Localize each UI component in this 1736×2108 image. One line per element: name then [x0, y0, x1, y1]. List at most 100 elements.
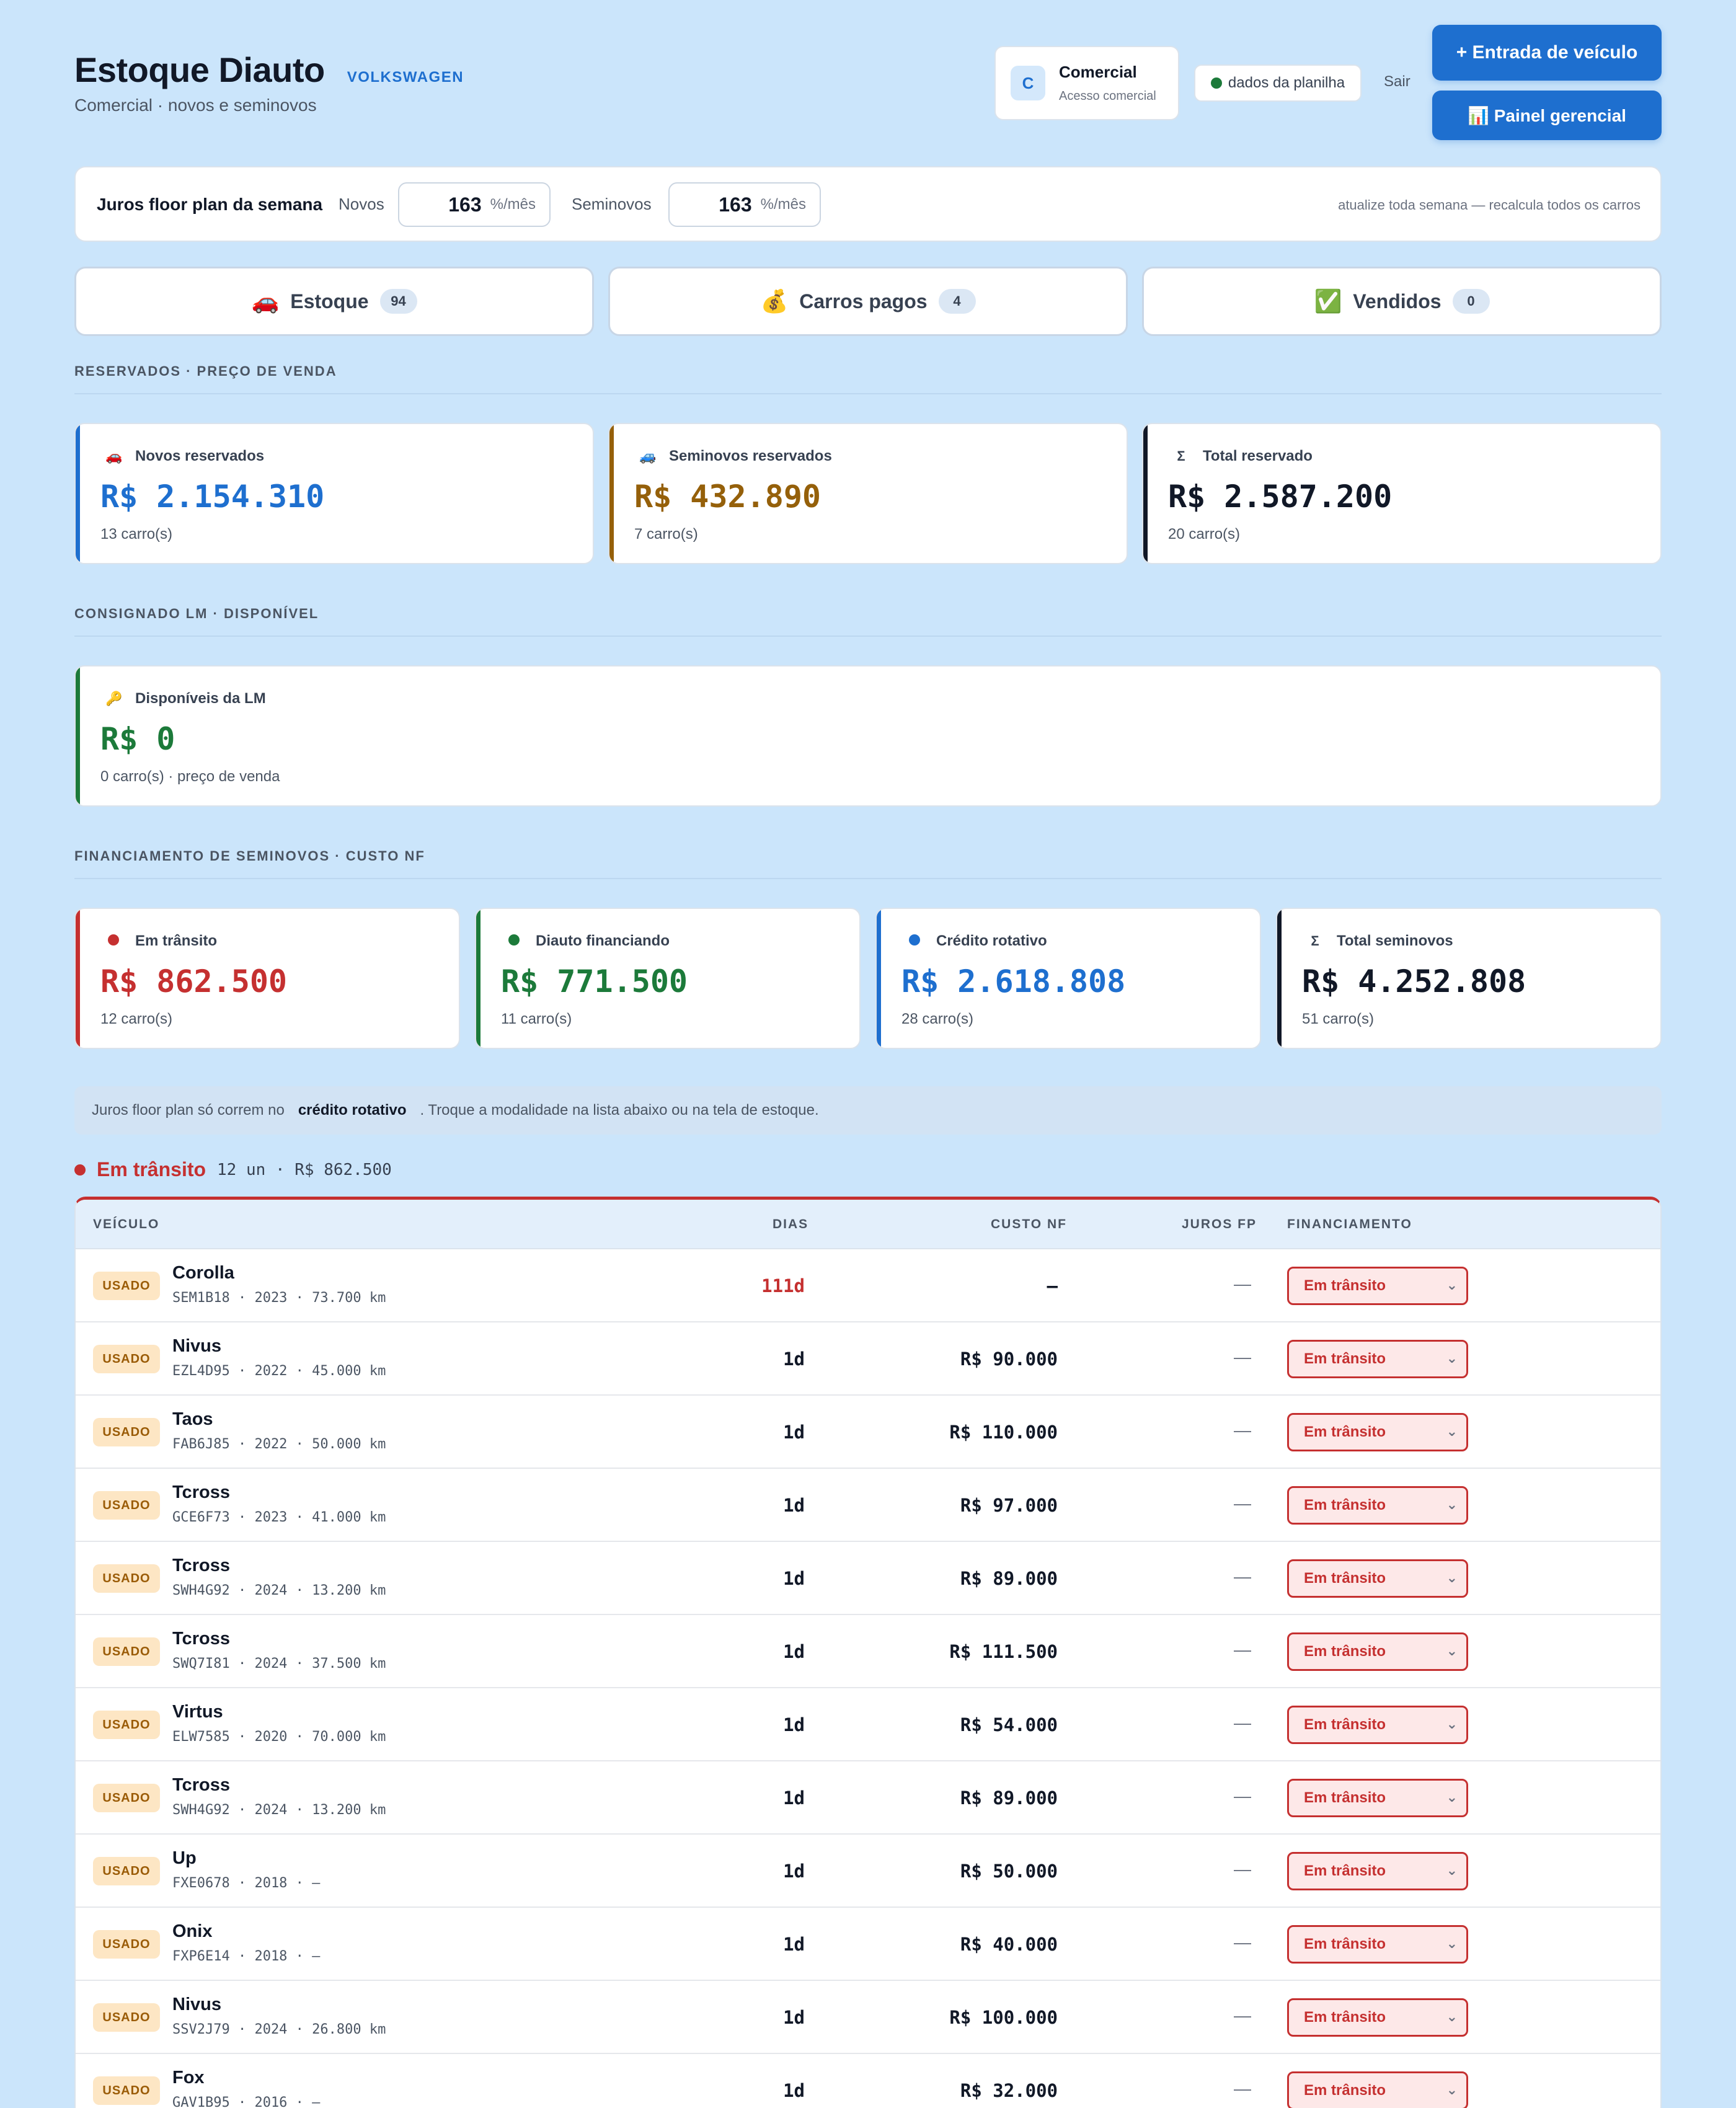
days-cell: 1d [783, 1641, 805, 1662]
table-row[interactable]: USADO Tcross SWH4G92 · 2024 · 13.200 km 1d R… [76, 1542, 1660, 1615]
table-row[interactable]: USADO Tcross SWH4G92 · 2024 · 13.200 km 1d R… [76, 1761, 1660, 1835]
chevron-down-icon: ⌄ [1446, 1497, 1458, 1512]
table-row[interactable]: USADO Nivus EZL4D95 · 2022 · 45.000 km 1d R$… [76, 1322, 1660, 1396]
card-lm-available: 🔑 Disponíveis da LM R$ 0 0 carro(s) · pre… [74, 665, 1662, 807]
fp-interest-cell: — [1234, 1859, 1251, 1879]
key-icon: 🔑 [105, 691, 123, 706]
chevron-down-icon: ⌄ [1446, 1936, 1458, 1951]
column-header: DIAS [773, 1217, 809, 1231]
car-info: FAB6J85 · 2022 · 50.000 km [172, 1437, 386, 1452]
new-rate-input[interactable]: 163 %/mês [398, 182, 551, 227]
chevron-down-icon: ⌄ [1446, 1789, 1458, 1805]
section-title-financing: FINANCIAMENTO DE SEMINOVOS · CUSTO NF [74, 848, 1662, 879]
car-info: GAV1B95 · 2016 · — [172, 2095, 321, 2108]
car-info: FXE0678 · 2018 · — [172, 1876, 321, 1891]
days-cell: 1d [783, 1348, 805, 1370]
chevron-down-icon: ⌄ [1446, 2082, 1458, 2097]
financing-select[interactable]: Em trânsito ⌄ [1287, 1925, 1468, 1964]
sheet-status-pill[interactable]: dados da planilha [1194, 64, 1362, 102]
table-row[interactable]: USADO Taos FAB6J85 · 2022 · 50.000 km 1d R$ … [76, 1396, 1660, 1469]
user-card[interactable]: C Comercial Acesso comercial [994, 46, 1179, 120]
fp-interest-cell: — [1234, 2079, 1251, 2098]
financing-select[interactable]: Em trânsito ⌄ [1287, 1779, 1468, 1817]
car-model: Virtus [172, 1702, 223, 1722]
card-value: R$ 432.890 [634, 479, 822, 515]
tab-count-badge: 0 [1452, 289, 1490, 314]
tab-count-badge: 94 [379, 289, 417, 314]
column-header: JUROS FP [1182, 1217, 1257, 1231]
table-row[interactable]: USADO Tcross GCE6F73 · 2023 · 41.000 km 1d R… [76, 1469, 1660, 1542]
management-panel-button[interactable]: 📊 Painel gerencial [1432, 91, 1662, 140]
table-row[interactable]: USADO Fox GAV1B95 · 2016 · — 1d R$ 32.000 — Em… [76, 2054, 1660, 2108]
days-cell: 1d [783, 1422, 805, 1443]
blue-dot-icon [909, 934, 920, 946]
financing-select[interactable]: Em trânsito ⌄ [1287, 1340, 1468, 1378]
logout-link[interactable]: Sair [1384, 73, 1410, 90]
days-cell: 111d [761, 1275, 805, 1296]
car-model: Tcross [172, 1629, 230, 1649]
fp-interest-cell: — [1234, 1640, 1251, 1659]
cost-nf-cell: R$ 89.000 [960, 1568, 1058, 1589]
table-row[interactable]: USADO Corolla SEM1B18 · 2023 · 73.700 km 11… [76, 1249, 1660, 1322]
user-role: Acesso comercial [1059, 89, 1156, 103]
tab-estoque[interactable]: 🚗 Estoque 94 [74, 267, 594, 336]
used-rate-input[interactable]: 163 %/mês [668, 182, 821, 227]
table-row[interactable]: USADO Tcross SWQ7I81 · 2024 · 37.500 km 1d R… [76, 1615, 1660, 1688]
card-label: Total seminovos [1337, 932, 1453, 949]
financing-select[interactable]: Em trânsito ⌄ [1287, 1852, 1468, 1890]
card-label: Disponíveis da LM [135, 690, 266, 707]
tab-carros-pagos[interactable]: 💰 Carros pagos 4 [608, 267, 1128, 336]
new-rate-unit: %/mês [490, 196, 536, 213]
financing-select-value: Em trânsito [1304, 2009, 1386, 2026]
cost-nf-cell: — [1047, 1275, 1058, 1296]
card-sub: 7 carro(s) [634, 526, 698, 542]
card-value: R$ 2.154.310 [100, 479, 325, 515]
tab-label: Estoque [290, 290, 369, 312]
car-info: EZL4D95 · 2022 · 45.000 km [172, 1363, 386, 1379]
avatar: C [1011, 66, 1045, 100]
used-badge: USADO [93, 1637, 160, 1666]
status-dot-icon [1210, 78, 1222, 89]
financing-select-value: Em trânsito [1304, 1643, 1386, 1660]
financing-select[interactable]: Em trânsito ⌄ [1287, 1632, 1468, 1671]
table-row[interactable]: USADO Onix FXP6E14 · 2018 · — 1d R$ 40.000 — E… [76, 1908, 1660, 1981]
card-sub: 20 carro(s) [1168, 526, 1241, 542]
financing-select[interactable]: Em trânsito ⌄ [1287, 1559, 1468, 1598]
vehicle-entry-button[interactable]: + Entrada de veículo [1432, 25, 1662, 81]
card-accent [1143, 424, 1148, 563]
financing-select[interactable]: Em trânsito ⌄ [1287, 1486, 1468, 1525]
financing-select[interactable]: Em trânsito ⌄ [1287, 2071, 1468, 2108]
card-value: R$ 2.587.200 [1168, 479, 1393, 515]
table-row[interactable]: USADO Up FXE0678 · 2018 · — 1d R$ 50.000 — Em … [76, 1835, 1660, 1908]
financing-select[interactable]: Em trânsito ⌄ [1287, 1413, 1468, 1451]
cost-nf-cell: R$ 32.000 [960, 2080, 1058, 2101]
card-new-reserved: 🚗 Novos reservados R$ 2.154.310 13 carro(… [74, 423, 594, 564]
card-sub: 51 carro(s) [1302, 1011, 1375, 1027]
card-in-transit[interactable]: Em trânsito R$ 862.500 12 carro(s) [74, 908, 460, 1049]
car-model: Tcross [172, 1556, 230, 1575]
car-model: Onix [172, 1921, 213, 1941]
card-used-reserved: 🚙 Seminovos reservados R$ 432.890 7 carro… [608, 423, 1128, 564]
card-label: Em trânsito [135, 932, 218, 949]
card-diauto-financing[interactable]: Diauto financiando R$ 771.500 11 carro(s… [475, 908, 861, 1049]
used-badge: USADO [93, 1784, 160, 1812]
financing-select-value: Em trânsito [1304, 1424, 1386, 1440]
chevron-down-icon: ⌄ [1446, 1862, 1458, 1878]
fp-interest-cell: — [1234, 1420, 1251, 1440]
table-row[interactable]: USADO Nivus SSV2J79 · 2024 · 26.800 km 1d R$… [76, 1981, 1660, 2054]
car-model: Tcross [172, 1775, 230, 1795]
financing-select-value: Em trânsito [1304, 1936, 1386, 1952]
note-bold: crédito rotativo [298, 1102, 407, 1118]
financing-select[interactable]: Em trânsito ⌄ [1287, 1998, 1468, 2037]
tab-vendidos[interactable]: ✅ Vendidos 0 [1142, 267, 1662, 336]
fp-interest-cell: — [1234, 1494, 1251, 1513]
financing-select-value: Em trânsito [1304, 1497, 1386, 1513]
table-row[interactable]: USADO Virtus ELW7585 · 2020 · 70.000 km 1d R… [76, 1688, 1660, 1761]
financing-select[interactable]: Em trânsito ⌄ [1287, 1706, 1468, 1744]
card-accent [76, 909, 80, 1048]
card-sub: 13 carro(s) [100, 526, 173, 542]
card-revolving-credit[interactable]: Crédito rotativo R$ 2.618.808 28 carro(s… [875, 908, 1261, 1049]
car-info: SWH4G92 · 2024 · 13.200 km [172, 1802, 386, 1818]
days-cell: 1d [783, 1861, 805, 1882]
financing-select[interactable]: Em trânsito ⌄ [1287, 1267, 1468, 1305]
